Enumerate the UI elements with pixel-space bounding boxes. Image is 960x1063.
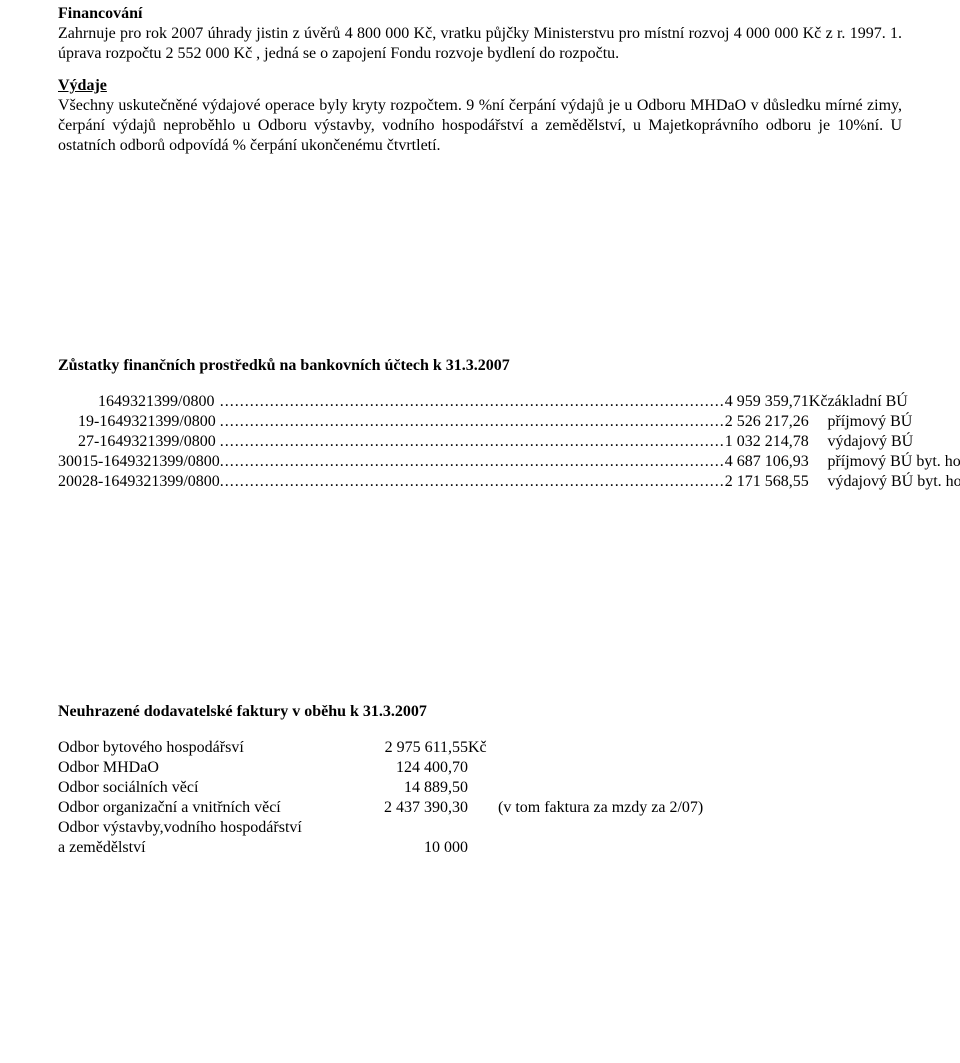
invoice-note — [498, 778, 703, 798]
expenses-paragraph: Všechny uskutečněné výdajové operace byl… — [58, 96, 902, 156]
balances-heading: Zůstatky finančních prostředků na bankov… — [58, 356, 902, 376]
balance-desc: příjmový BÚ byt. hosp. — [827, 452, 960, 472]
invoice-amount: 2 975 611,55 — [348, 738, 468, 758]
invoice-unit — [468, 798, 498, 818]
invoice-row: Odbor bytového hospodářsví 2 975 611,55 … — [58, 738, 703, 758]
balance-account: 19-1649321399/0800 — [58, 412, 220, 432]
invoice-row: Odbor výstavby,vodního hospodářství — [58, 818, 703, 838]
balance-unit — [809, 472, 828, 492]
balance-account: 20028-1649321399/0800 — [58, 472, 220, 492]
balances-table: 1649321399/0800 ........................… — [58, 392, 960, 492]
balance-amount: 4 959 359,71 — [725, 392, 809, 412]
invoice-row: Odbor MHDaO 124 400,70 — [58, 758, 703, 778]
balance-desc: základní BÚ — [827, 392, 960, 412]
balance-row: 30015-1649321399/0800 ..................… — [58, 452, 960, 472]
invoice-row: a zemědělství 10 000 — [58, 838, 703, 858]
balance-account: 30015-1649321399/0800 — [58, 452, 220, 472]
balance-account: 1649321399/0800 — [58, 392, 220, 412]
invoice-unit — [468, 778, 498, 798]
balance-unit: Kč — [809, 392, 828, 412]
balance-dots: ........................................… — [220, 452, 725, 472]
balance-unit — [809, 412, 828, 432]
balance-row: 20028-1649321399/0800 ..................… — [58, 472, 960, 492]
invoice-row: Odbor organizační a vnitřních věcí 2 437… — [58, 798, 703, 818]
balance-dots: ........................................… — [220, 472, 725, 492]
balance-dots: ........................................… — [220, 392, 725, 412]
invoice-row: Odbor sociálních věcí 14 889,50 — [58, 778, 703, 798]
invoice-amount: 14 889,50 — [348, 778, 468, 798]
balance-amount: 1 032 214,78 — [725, 432, 809, 452]
invoice-unit — [468, 818, 498, 838]
invoice-unit — [468, 758, 498, 778]
balance-desc: výdajový BÚ byt. hosp. — [827, 472, 960, 492]
financing-paragraph: Zahrnuje pro rok 2007 úhrady jistin z úv… — [58, 24, 902, 64]
invoice-unit: Kč — [468, 738, 498, 758]
invoice-amount: 124 400,70 — [348, 758, 468, 778]
invoice-unit — [468, 838, 498, 858]
invoices-heading: Neuhrazené dodavatelské faktury v oběhu … — [58, 702, 902, 722]
invoice-note — [498, 738, 703, 758]
invoice-label: Odbor MHDaO — [58, 758, 348, 778]
invoices-table: Odbor bytového hospodářsví 2 975 611,55 … — [58, 738, 703, 858]
balance-desc: výdajový BÚ — [827, 432, 960, 452]
balance-dots: ........................................… — [220, 412, 725, 432]
balance-unit — [809, 452, 828, 472]
invoice-amount: 2 437 390,30 — [348, 798, 468, 818]
balance-desc: příjmový BÚ — [827, 412, 960, 432]
invoice-label: a zemědělství — [58, 838, 348, 858]
balance-amount: 4 687 106,93 — [725, 452, 809, 472]
invoice-note — [498, 838, 703, 858]
financing-heading: Financování — [58, 4, 902, 24]
invoice-amount — [348, 818, 468, 838]
invoice-note: (v tom faktura za mzdy za 2/07) — [498, 798, 703, 818]
invoice-amount: 10 000 — [348, 838, 468, 858]
balance-unit — [809, 432, 828, 452]
balance-row: 19-1649321399/0800 .....................… — [58, 412, 960, 432]
balance-account: 27-1649321399/0800 — [58, 432, 220, 452]
balance-dots: ........................................… — [220, 432, 725, 452]
expenses-heading: Výdaje — [58, 76, 902, 96]
balance-amount: 2 171 568,55 — [725, 472, 809, 492]
invoice-note — [498, 818, 703, 838]
invoice-label: Odbor bytového hospodářsví — [58, 738, 348, 758]
invoice-label: Odbor výstavby,vodního hospodářství — [58, 818, 348, 838]
balance-row: 1649321399/0800 ........................… — [58, 392, 960, 412]
invoice-label: Odbor organizační a vnitřních věcí — [58, 798, 348, 818]
invoice-label: Odbor sociálních věcí — [58, 778, 348, 798]
balance-amount: 2 526 217,26 — [725, 412, 809, 432]
balance-row: 27-1649321399/0800 .....................… — [58, 432, 960, 452]
invoice-note — [498, 758, 703, 778]
